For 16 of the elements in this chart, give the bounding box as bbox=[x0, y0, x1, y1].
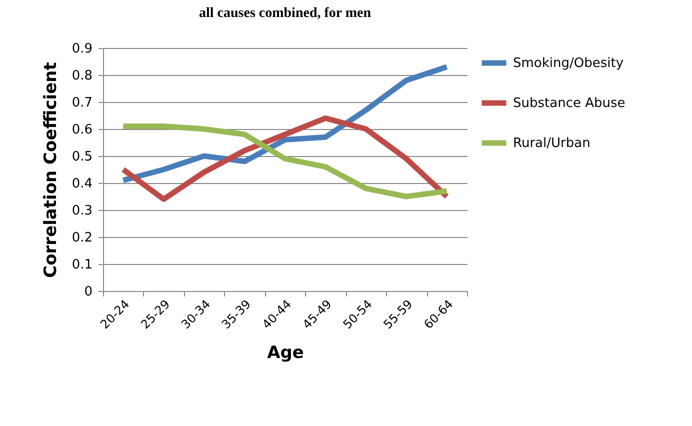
legend-label: Rural/Urban bbox=[513, 136, 590, 151]
legend-label: Substance Abuse bbox=[513, 96, 626, 111]
y-tick-label: 0.3 bbox=[72, 204, 92, 218]
y-tick-label: 0.1 bbox=[72, 258, 92, 272]
legend-label: Smoking/Obesity bbox=[513, 56, 624, 71]
chart-title: all causes combined, for men bbox=[198, 6, 372, 21]
y-tick-label: 0.2 bbox=[72, 230, 92, 246]
y-tick-label: 0.5 bbox=[72, 150, 92, 164]
y-tick-label: 0.7 bbox=[72, 96, 92, 110]
y-tick-label: 0.9 bbox=[72, 42, 92, 56]
y-axis-title: Correlation Coefficient bbox=[40, 62, 61, 278]
y-tick-label: 0 bbox=[84, 284, 92, 300]
x-axis-title: Age bbox=[267, 342, 304, 363]
y-tick-label: 0.6 bbox=[72, 122, 92, 138]
y-tick-label: 0.4 bbox=[72, 176, 92, 192]
y-tick-label: 0.8 bbox=[72, 68, 92, 84]
